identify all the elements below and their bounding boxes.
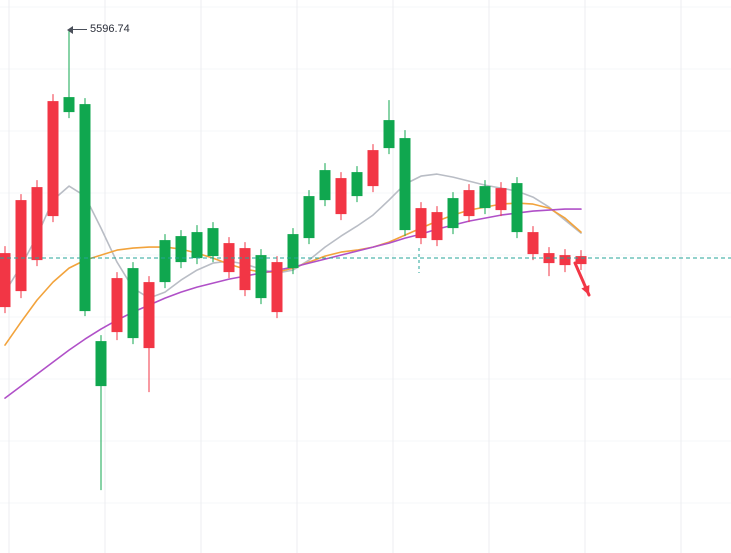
candle-body (303, 196, 315, 239)
candle-body (79, 104, 91, 312)
candle-body (431, 212, 443, 241)
candle-body (255, 255, 267, 299)
candle-body (127, 268, 139, 339)
candle-body (159, 240, 171, 283)
candle-body (191, 232, 203, 259)
trend-arrow-head[interactable] (581, 285, 590, 295)
candle-body (415, 208, 427, 239)
candle-body (319, 170, 331, 201)
candle-body (207, 228, 219, 257)
candle-body (143, 282, 155, 349)
candle-body (447, 198, 459, 229)
candle-body (63, 97, 75, 113)
candle-body (559, 255, 571, 266)
candle-body (575, 256, 587, 265)
candle-body (223, 243, 235, 273)
candle-body (239, 248, 251, 291)
candle-body (367, 150, 379, 187)
candle-body (31, 187, 43, 261)
candle-body (479, 186, 491, 209)
candle-body (383, 120, 395, 149)
candle-body (351, 172, 363, 197)
candle-body (495, 188, 507, 211)
candle-body (463, 190, 475, 217)
candle-body (95, 341, 107, 387)
candle-body (175, 236, 187, 263)
candle-body (15, 200, 27, 292)
candle-body (111, 278, 123, 333)
candle-body (399, 138, 411, 231)
candle-body (527, 232, 539, 255)
candle-body (47, 101, 59, 217)
candle-body (511, 183, 523, 233)
candle-body (287, 234, 299, 269)
candle-body (335, 178, 347, 215)
candle-body (271, 262, 283, 313)
candle-body (0, 253, 11, 308)
